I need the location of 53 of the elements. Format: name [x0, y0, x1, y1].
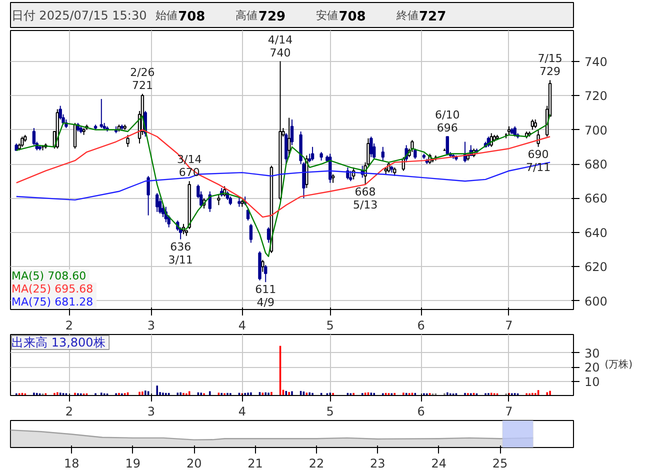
x-tick-label: 25: [492, 456, 508, 470]
annotation: 7/15 729: [538, 52, 562, 78]
x-tick-label: 18: [64, 456, 80, 470]
data-label: 729: [258, 10, 286, 24]
y-tick-label: 720: [584, 89, 608, 104]
x-tick-label: 3: [147, 404, 156, 418]
x-tick-label: 24: [431, 456, 447, 470]
y-tick-label: 620: [584, 260, 608, 274]
y-tick-label: 600: [584, 294, 608, 308]
x-tick-label: 6: [417, 404, 425, 418]
x-tick-label: 6: [417, 318, 425, 332]
annotation: 2/26 721: [130, 66, 155, 92]
data-label: 708: [178, 10, 206, 24]
text: MA(75) 681.28: [12, 296, 94, 308]
x-tick-label: 22: [308, 456, 324, 470]
category-label: 安値: [316, 9, 338, 22]
x-tick-label: 5: [326, 318, 334, 332]
x-tick-label: 2: [65, 318, 73, 332]
y-tick-label: 740: [584, 54, 608, 69]
category-label: 終値: [395, 9, 418, 22]
y-tick-label: 700: [584, 123, 608, 138]
chart-title: 出来高 13,800株: [12, 336, 106, 350]
y-tick-label: 10: [584, 374, 600, 389]
x-tick-label: 7: [505, 404, 513, 418]
annotation: 668 5/13: [352, 186, 378, 212]
annotation: 4/14 740: [268, 33, 293, 60]
data-label: 727: [419, 10, 446, 24]
y-tick-label: 660: [584, 192, 608, 206]
text: 日付 2025/07/15 15:30: [11, 8, 147, 22]
x-tick-label: 20: [186, 456, 202, 470]
annotation: 6/10 696: [435, 108, 460, 135]
y-axis-title: (万株): [604, 358, 633, 370]
data-label: 708: [338, 10, 366, 24]
x-tick-label: 4: [238, 318, 246, 332]
annotation: 690 7/11: [526, 148, 551, 174]
y-tick-label: 680: [584, 158, 608, 172]
x-tick-label: 23: [370, 456, 386, 470]
x-tick-label: 19: [125, 456, 141, 470]
category-label: 始値: [155, 9, 178, 22]
x-tick-label: 4: [238, 404, 246, 418]
x-tick-label: 21: [248, 456, 263, 470]
annotation: 611 4/9: [255, 283, 276, 310]
category-label: 高値: [236, 9, 258, 22]
y-tick-label: 640: [584, 226, 608, 240]
y-tick-label: 30: [584, 346, 600, 360]
text: MA(25) 695.68: [12, 282, 94, 296]
text: MA(5) 708.60: [12, 270, 86, 282]
x-tick-label: 5: [326, 404, 334, 418]
annotation: 636 3/11: [168, 240, 193, 266]
x-tick-label: 7: [505, 318, 513, 332]
x-tick-label: 2: [65, 404, 73, 418]
x-tick-label: 3: [147, 318, 156, 332]
y-tick-label: 20: [584, 360, 600, 375]
